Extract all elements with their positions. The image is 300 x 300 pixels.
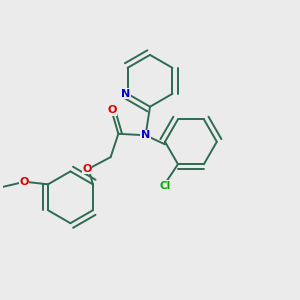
Text: N: N [141, 130, 150, 140]
Text: O: O [19, 177, 28, 187]
Text: Cl: Cl [159, 181, 171, 191]
Text: O: O [82, 164, 92, 174]
Text: N: N [122, 89, 131, 99]
Text: O: O [107, 105, 117, 115]
